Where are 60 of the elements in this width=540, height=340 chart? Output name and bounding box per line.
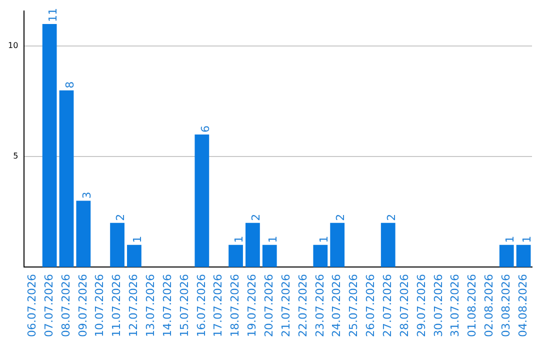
x-tick-label: 23.07.2026: [313, 274, 326, 338]
bar: [516, 244, 531, 268]
bar: [194, 134, 210, 268]
x-tick-label: 06.07.2026: [26, 274, 39, 338]
x-tick-label: 25.07.2026: [347, 274, 360, 338]
data-label: 2: [250, 214, 263, 221]
data-label: 1: [317, 236, 330, 243]
x-tick-label: 03.08.2026: [499, 274, 512, 338]
data-label: 8: [63, 81, 76, 88]
data-label: 2: [334, 214, 348, 221]
x-tick-label: 28.07.2026: [398, 274, 411, 338]
x-tick-label: 29.07.2026: [414, 274, 428, 338]
bar: [246, 222, 260, 268]
y-tick-label: 5: [13, 152, 18, 161]
x-tick-label: 30.07.2026: [432, 274, 445, 338]
data-label: 1: [266, 236, 280, 243]
x-tick-label: 26.07.2026: [364, 274, 378, 338]
data-label: 3: [80, 192, 94, 199]
data-label: 1: [503, 236, 516, 243]
bar: [42, 24, 57, 268]
bar: [380, 222, 396, 268]
bar: [110, 222, 124, 268]
x-tick-label: 08.07.2026: [59, 274, 72, 338]
x-tick-label: 16.07.2026: [194, 274, 208, 338]
x-tick-label: 17.07.2026: [212, 274, 225, 338]
x-tick-label: 21.07.2026: [279, 274, 292, 338]
x-tick-label: 18.07.2026: [228, 274, 242, 338]
bar: [262, 244, 277, 268]
data-label: 1: [232, 236, 246, 243]
x-tick-label: 01.08.2026: [466, 274, 479, 338]
x-tick-label: 27.07.2026: [380, 274, 394, 338]
data-label: 11: [46, 8, 60, 22]
x-tick-label: 12.07.2026: [127, 274, 140, 338]
bar: [59, 90, 74, 268]
x-tick-label: 09.07.2026: [76, 274, 90, 338]
x-tick-label: 15.07.2026: [178, 274, 191, 338]
bar: [127, 244, 142, 268]
x-tick-label: 13.07.2026: [144, 274, 157, 338]
x-tick-label: 31.07.2026: [448, 274, 462, 338]
bar: [313, 244, 328, 268]
y-tick-label: 10: [8, 41, 18, 50]
x-tick-label: 11.07.2026: [110, 274, 124, 338]
x-tick-label: 04.08.2026: [516, 274, 530, 338]
x-tick-label: 24.07.2026: [330, 274, 344, 338]
x-tick-label: 02.08.2026: [482, 274, 496, 338]
data-label: 1: [131, 236, 144, 243]
x-tick-label: 20.07.2026: [262, 274, 276, 338]
data-label: 2: [384, 214, 398, 221]
bar: [499, 244, 514, 268]
x-tick-label: 19.07.2026: [246, 274, 259, 338]
x-tick-label: 22.07.2026: [296, 274, 310, 338]
x-tick-label: 14.07.2026: [160, 274, 174, 338]
bar: [228, 244, 243, 268]
bar: [330, 222, 345, 268]
data-label: 1: [520, 236, 534, 243]
data-label: 6: [198, 125, 212, 132]
x-tick-label: 10.07.2026: [93, 274, 106, 338]
data-label: 2: [114, 214, 128, 221]
x-tick-label: 07.07.2026: [42, 274, 56, 338]
bar: [76, 200, 91, 268]
